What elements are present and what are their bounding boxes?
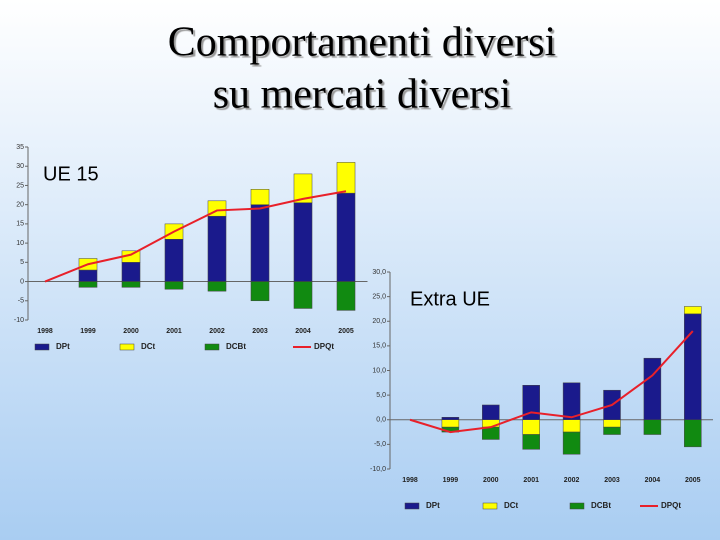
- bar-segment: [562, 419, 581, 433]
- legend-swatch: [482, 502, 498, 510]
- bar-segment: [293, 202, 313, 282]
- bar-segment: [336, 281, 356, 311]
- bar-segment: [603, 426, 621, 435]
- bar-segment: [522, 434, 540, 450]
- x-tick-label: 1999: [443, 477, 459, 484]
- legend-swatch: [119, 343, 135, 351]
- bar-segment: [441, 417, 460, 421]
- y-tick-label: -5,0: [374, 441, 386, 448]
- y-tick-label: 25,0: [372, 293, 386, 300]
- legend-swatch: [204, 343, 220, 351]
- slide-title: Comportamenti diversi: [168, 20, 556, 66]
- y-tick-label: 0,0: [376, 417, 386, 424]
- bar-segment: [164, 281, 184, 290]
- y-tick-label: 25: [16, 182, 24, 189]
- x-tick-label: 2004: [295, 328, 311, 335]
- bar-segment: [293, 173, 313, 203]
- bar-segment: [121, 281, 141, 288]
- bar-segment: [684, 419, 702, 448]
- x-tick-label: 2000: [123, 328, 139, 335]
- y-tick-label: 10,0: [372, 367, 386, 374]
- bar-segment: [684, 306, 702, 315]
- legend-label: DPt: [56, 342, 70, 351]
- bar-segment: [250, 281, 270, 302]
- bar-segment: [293, 281, 313, 309]
- legend-label: DPQt: [661, 501, 681, 510]
- x-tick-label: 2000: [483, 477, 499, 484]
- y-tick-label: -10,0: [370, 466, 386, 473]
- legend-swatch: [404, 502, 420, 510]
- y-tick-label: -5: [18, 298, 24, 305]
- y-tick-label: 20: [16, 202, 24, 209]
- legend-label: DCt: [141, 342, 156, 351]
- y-tick-label: 0: [20, 278, 24, 285]
- legend-swatch: [34, 343, 50, 351]
- chart-title: UE 15: [43, 163, 99, 185]
- bar-segment: [603, 419, 621, 428]
- legend-swatch: [569, 502, 585, 510]
- bar-segment: [643, 357, 662, 420]
- y-tick-label: 5,0: [376, 392, 386, 399]
- y-tick-label: 15: [16, 221, 24, 228]
- y-tick-label: 5: [20, 259, 24, 266]
- y-tick-label: 30: [16, 163, 24, 170]
- x-tick-label: 2004: [645, 477, 661, 484]
- y-tick-label: 35: [16, 144, 24, 151]
- x-tick-label: 2003: [604, 477, 620, 484]
- line-series: [409, 330, 694, 434]
- y-tick-label: 15,0: [372, 343, 386, 350]
- x-tick-label: 2005: [685, 477, 701, 484]
- bar-segment: [250, 189, 270, 205]
- bar-segment: [562, 382, 581, 420]
- x-tick-label: 2002: [564, 477, 580, 484]
- bar-segment: [78, 281, 98, 288]
- bar-segment: [336, 192, 356, 282]
- legend-label: DCBt: [591, 501, 611, 510]
- bar-segment: [207, 281, 227, 292]
- y-tick-label: 10: [16, 240, 24, 247]
- bar-segment: [522, 419, 540, 435]
- x-tick-label: 1999: [80, 328, 96, 335]
- bar-segment: [482, 426, 500, 440]
- chart-title: Extra UE: [410, 288, 490, 310]
- y-tick-label: 30,0: [372, 269, 386, 276]
- bar-segment: [78, 269, 98, 282]
- y-tick-label: 20,0: [372, 318, 386, 325]
- bar-segment: [207, 215, 227, 282]
- legend-label: DCBt: [226, 342, 246, 351]
- y-tick-label: -10: [14, 317, 24, 324]
- bar-segment: [684, 313, 702, 420]
- legend-label: DPQt: [314, 342, 334, 351]
- x-tick-label: 2003: [252, 328, 268, 335]
- x-tick-label: 2002: [209, 328, 225, 335]
- bar-segment: [164, 239, 184, 282]
- x-tick-label: 1998: [37, 328, 53, 335]
- bar-segment: [441, 419, 460, 428]
- bar-segment: [643, 419, 662, 435]
- bar-segment: [482, 404, 500, 421]
- x-tick-label: 2001: [166, 328, 182, 335]
- bar-segment: [562, 431, 581, 455]
- legend-label: DPt: [426, 501, 440, 510]
- bar-segment: [336, 162, 356, 194]
- legend-label: DCt: [504, 501, 519, 510]
- bar-segment: [121, 262, 141, 282]
- slide-title: su mercati diversi: [213, 72, 512, 118]
- x-tick-label: 1998: [402, 477, 418, 484]
- x-tick-label: 2005: [338, 328, 354, 335]
- line-series: [44, 190, 347, 283]
- bar-segment: [250, 204, 270, 282]
- x-tick-label: 2001: [523, 477, 539, 484]
